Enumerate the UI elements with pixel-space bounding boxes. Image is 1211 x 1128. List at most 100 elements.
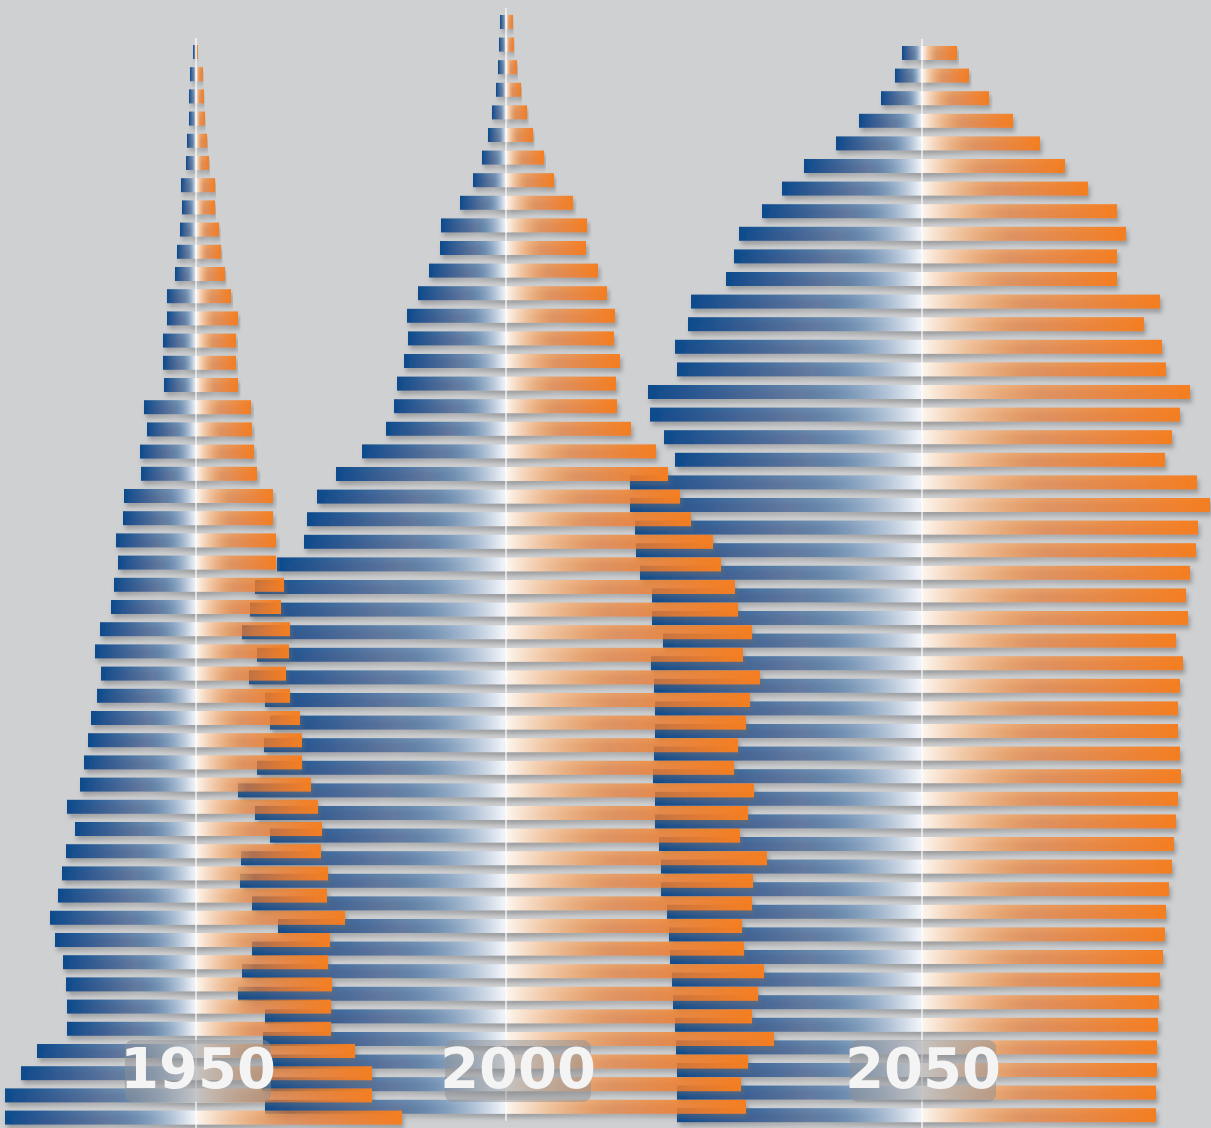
left-bar <box>265 1099 506 1114</box>
right-bar <box>506 670 760 685</box>
right-bar <box>506 1099 746 1114</box>
right-bar <box>196 799 318 814</box>
right-bar <box>196 400 251 415</box>
left-bar <box>336 467 506 481</box>
right-bar <box>506 354 620 368</box>
right-bar <box>196 422 252 437</box>
right-bar <box>196 910 345 925</box>
right-bar <box>196 466 257 481</box>
left-bar <box>91 711 196 725</box>
right-bar <box>196 644 289 659</box>
right-bar <box>922 113 1013 128</box>
right-bar <box>922 385 1190 399</box>
right-bar <box>922 475 1197 490</box>
right-bar <box>506 851 767 866</box>
right-bar <box>506 105 527 120</box>
left-bar <box>255 580 506 594</box>
right-bar <box>922 927 1165 942</box>
right-bar <box>506 150 544 165</box>
right-bar <box>196 822 322 836</box>
right-bar <box>506 173 554 188</box>
left-bar <box>499 37 506 52</box>
left-bar <box>140 444 196 459</box>
right-bar <box>196 355 236 370</box>
right-bar <box>506 308 615 323</box>
left-bar <box>265 693 506 707</box>
right-bar <box>922 498 1210 512</box>
left-bar <box>147 422 196 437</box>
right-bar <box>196 555 276 570</box>
right-bar <box>506 286 607 301</box>
left-bar <box>101 666 196 681</box>
year-label: 1950 <box>120 1037 276 1102</box>
right-bar <box>196 289 231 304</box>
left-bar <box>187 133 196 148</box>
right-bar <box>922 362 1166 377</box>
right-bar <box>922 1017 1158 1032</box>
year-badge <box>125 1040 271 1102</box>
right-bar <box>196 111 205 126</box>
left-bar <box>496 82 506 97</box>
right-bar <box>506 783 754 798</box>
right-bar <box>506 873 753 888</box>
right-bar <box>922 701 1178 716</box>
right-bar <box>506 760 734 775</box>
left-bar <box>193 45 196 59</box>
right-bar <box>196 244 221 259</box>
left-bar <box>762 204 922 219</box>
right-bar <box>922 317 1144 332</box>
right-bar <box>196 444 254 459</box>
right-bar <box>922 91 989 106</box>
right-bar <box>196 577 284 592</box>
right-bar <box>196 489 273 503</box>
left-bar <box>739 226 922 241</box>
right-bar <box>922 159 1065 173</box>
left-bar <box>664 430 922 445</box>
left-bar <box>859 113 922 128</box>
year-badge <box>850 1040 996 1102</box>
left-bar <box>304 534 506 549</box>
left-bar <box>270 828 506 843</box>
right-bar <box>506 602 738 617</box>
right-bar <box>196 533 276 548</box>
right-bar <box>506 218 587 233</box>
left-bar <box>55 933 196 947</box>
right-bar <box>196 311 238 326</box>
right-bar <box>506 625 752 640</box>
right-bar <box>506 919 742 933</box>
right-bar <box>922 837 1174 851</box>
left-bar <box>257 647 506 662</box>
right-bar <box>506 331 614 346</box>
right-bar <box>922 588 1186 603</box>
right-bar <box>196 156 209 170</box>
right-bar <box>506 376 616 391</box>
left-bar <box>100 622 196 637</box>
left-bar <box>80 777 196 792</box>
left-bar <box>650 407 922 422</box>
right-bar <box>506 557 721 572</box>
right-bar <box>196 267 225 281</box>
right-bar <box>196 67 203 82</box>
right-bar <box>196 711 300 725</box>
left-bar <box>404 354 506 368</box>
left-bar <box>88 733 196 748</box>
left-bar <box>473 173 506 188</box>
right-bar <box>922 724 1178 738</box>
left-bar <box>144 400 196 415</box>
left-bar <box>67 1021 196 1036</box>
left-bar <box>317 489 506 504</box>
right-bar <box>506 534 713 549</box>
left-bar <box>167 311 196 326</box>
left-bar <box>58 888 196 903</box>
right-bar <box>196 333 236 348</box>
right-bar <box>922 565 1190 580</box>
left-bar <box>190 67 196 82</box>
left-bar <box>181 178 196 193</box>
right-bar <box>506 489 680 504</box>
right-bar <box>922 430 1172 445</box>
right-bar <box>922 611 1188 625</box>
left-bar <box>362 444 506 459</box>
left-bar <box>441 218 506 233</box>
right-bar <box>922 204 1117 219</box>
